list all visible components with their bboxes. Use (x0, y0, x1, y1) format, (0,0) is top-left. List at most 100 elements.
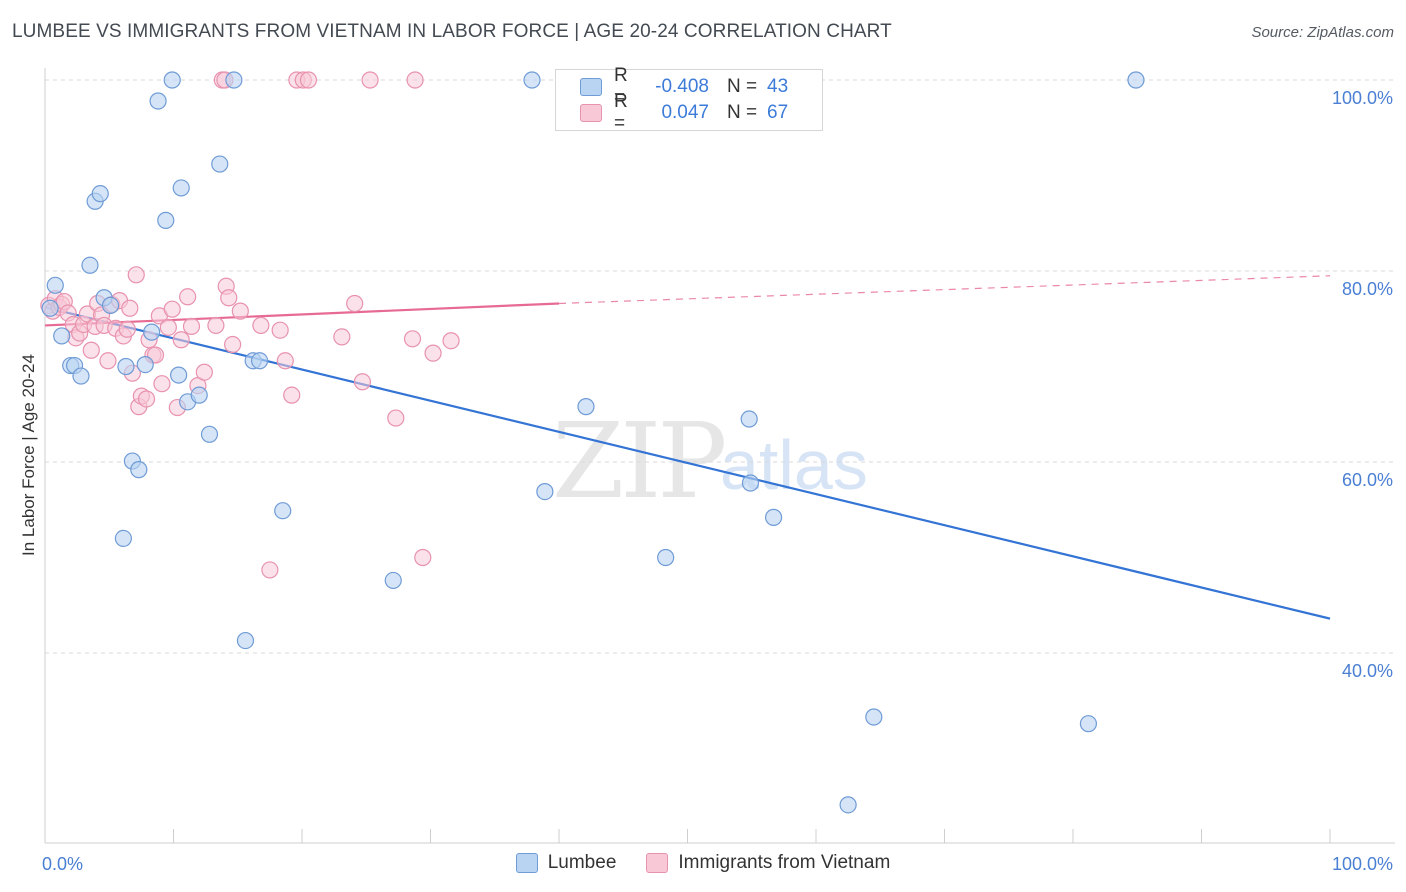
vietnam-point (333, 328, 351, 346)
vietnam-point (387, 409, 405, 427)
legend-r-value: 0.047 (661, 102, 709, 123)
vietnam-point (261, 561, 279, 579)
vietnam-point (179, 288, 197, 306)
lumbee-swatch (515, 853, 538, 873)
lumbee-point (225, 71, 243, 89)
correlation-legend: R = -0.408 N = 43 R = 0.047 N = 67 (555, 65, 823, 134)
lumbee-point (250, 352, 269, 370)
legend-item-lumbee: Lumbee (515, 852, 617, 874)
axes (44, 68, 1395, 844)
lumbee-point (190, 386, 208, 404)
lumbee-point (72, 367, 90, 385)
legend-r-value: -0.408 (655, 76, 709, 97)
lumbee-trend-line (44, 306, 1331, 620)
watermark-zip: ZIP (552, 400, 727, 522)
vietnam-point (403, 330, 422, 348)
x-tick-label: 0.0% (42, 854, 83, 874)
series-legend: Lumbee Immigrants from Vietnam (0, 852, 1406, 874)
lumbee-point (200, 425, 219, 443)
y-tick-label: 100.0% (1332, 88, 1393, 108)
legend-r-label: R = (614, 65, 628, 108)
lumbee-point (523, 71, 541, 89)
vietnam-point (159, 318, 177, 336)
legend-label-vietnam: Immigrants from Vietnam (678, 852, 891, 873)
lumbee-point (865, 708, 883, 726)
lumbee-point (170, 366, 188, 384)
legend-n-value: 67 (767, 102, 789, 123)
series-vietnam-points (40, 71, 460, 579)
vietnam-swatch (646, 853, 669, 873)
vietnam-point (346, 294, 364, 313)
chart-title: LUMBEE VS IMMIGRANTS FROM VIETNAM IN LAB… (12, 21, 892, 42)
vietnam-point (361, 71, 379, 89)
vietnam-point (195, 363, 213, 381)
vietnam-point (82, 341, 100, 359)
vietnam-point (231, 302, 249, 320)
vietnam-point (220, 289, 238, 307)
vietnam-point (137, 390, 156, 408)
lumbee-point (143, 323, 161, 341)
lumbee-point (764, 508, 783, 526)
vietnam-point (163, 300, 181, 318)
lumbee-point (740, 410, 758, 428)
lumbee-point (130, 461, 148, 479)
legend-r-label: R = (614, 91, 628, 134)
vietnam-point (118, 320, 136, 338)
vietnam-point (406, 71, 424, 89)
y-tick-label: 60.0% (1342, 470, 1393, 490)
vietnam-point (252, 316, 270, 335)
lumbee-point (536, 483, 554, 501)
lumbee-point (1127, 71, 1145, 89)
vietnam-trend-extension (558, 275, 1331, 305)
source-credit: Source: ZipAtlas.com (1251, 24, 1394, 41)
legend-row-vietnam: R = 0.047 N = 67 (580, 91, 789, 134)
legend-n-value: 43 (767, 76, 789, 97)
tick-labels: 100.0% 80.0% 60.0% 40.0% 0.0% 100.0% (42, 88, 1393, 874)
vietnam-point (127, 266, 145, 284)
lumbee-point (577, 398, 595, 416)
lumbee-point (157, 211, 175, 229)
x-tick-label: 100.0% (1332, 854, 1393, 874)
lumbee-point (741, 474, 760, 492)
vietnam-point (276, 352, 294, 370)
y-axis-label: In Labor Force | Age 20-24 (19, 354, 38, 556)
lumbee-point (211, 155, 229, 173)
vietnam-point (283, 386, 301, 404)
lumbee-point (1079, 715, 1098, 733)
vietnam-point (414, 548, 432, 567)
vietnam-point (299, 71, 318, 89)
legend-row-lumbee: R = -0.408 N = 43 (580, 65, 789, 108)
lumbee-point (101, 296, 120, 314)
vietnam-point (182, 317, 201, 335)
lumbee-point (41, 299, 59, 317)
y-tick-label: 40.0% (1342, 661, 1393, 681)
lumbee-point (114, 529, 132, 548)
y-tick-label: 80.0% (1342, 279, 1393, 299)
vietnam-point (224, 335, 242, 354)
lumbee-point (172, 179, 190, 197)
lumbee-point (136, 355, 154, 374)
legend-n-label: N = (727, 102, 758, 123)
vietnam-point (424, 344, 442, 362)
lumbee-point (117, 357, 135, 376)
vietnam-point (153, 375, 171, 393)
series-lumbee-points (41, 71, 1145, 814)
lumbee-point (384, 571, 402, 590)
trend-lines (44, 275, 1331, 620)
lumbee-point (236, 631, 255, 650)
legend-label-lumbee: Lumbee (547, 852, 617, 873)
vietnam-point (207, 316, 225, 335)
vietnam-swatch (580, 104, 602, 122)
lumbee-swatch (580, 78, 602, 96)
vietnam-point (99, 352, 117, 370)
lumbee-point (163, 71, 181, 89)
lumbee-point (81, 256, 99, 274)
lumbee-point (53, 327, 71, 345)
lumbee-point (657, 548, 675, 567)
legend-n-label: N = (727, 76, 758, 97)
watermark-atlas: atlas (720, 426, 868, 504)
vietnam-point (271, 321, 289, 339)
vietnam-point (121, 299, 139, 317)
lumbee-point (91, 185, 109, 203)
